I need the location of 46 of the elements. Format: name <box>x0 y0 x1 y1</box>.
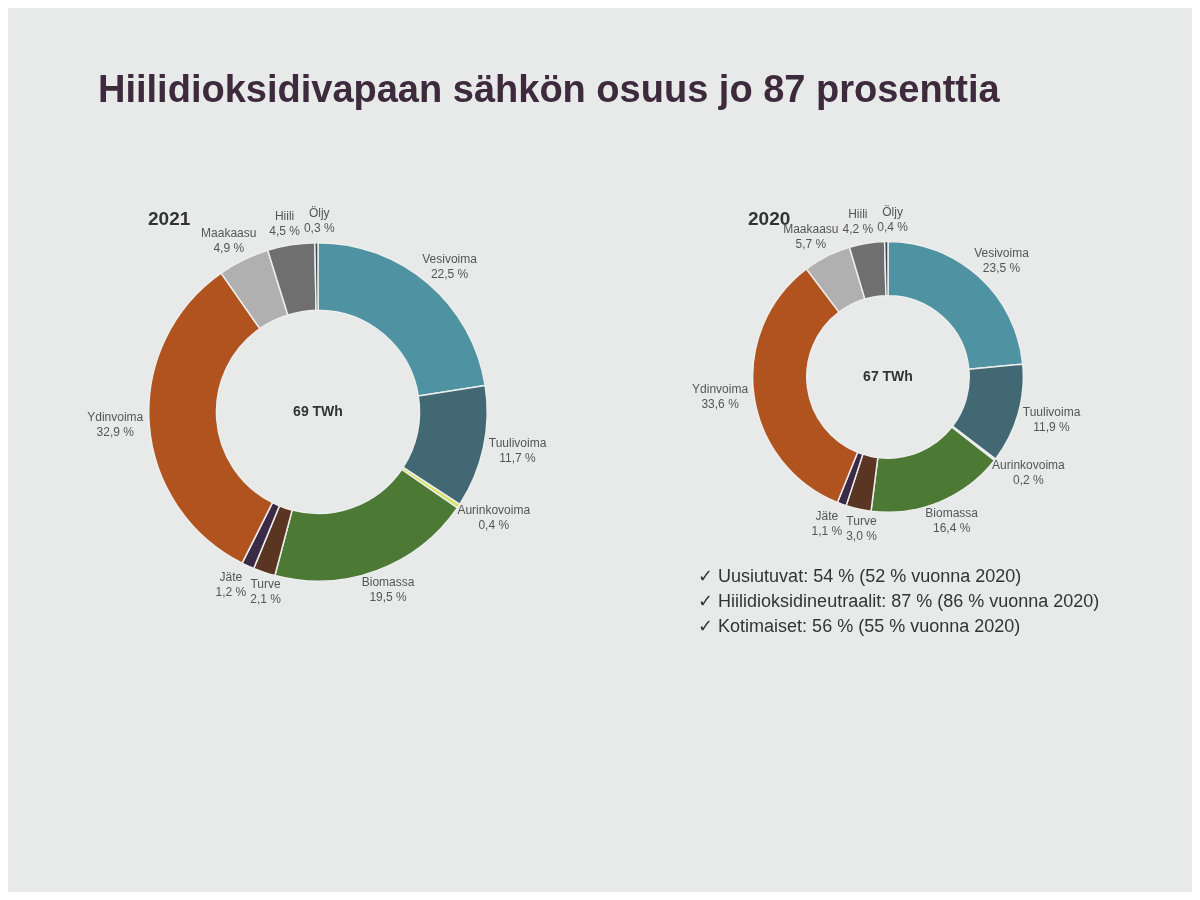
slice-label: Tuulivoima <box>1022 404 1081 419</box>
slice-label: Biomassa <box>361 575 415 590</box>
slice-label: Ydinvoima <box>87 410 144 425</box>
text: ✓ Uusiutuvat: 54 % (52 % vuonna 2020) <box>698 565 1023 588</box>
data-label: 0,4 % <box>478 517 510 532</box>
text: ✓ Kotimaiset: 56 % (55 % vuonna 2020) <box>698 615 1022 638</box>
slice-label: Biomassa <box>925 506 979 521</box>
chart-subtitle: 2021 <box>148 207 191 229</box>
data-label: 2,1 % <box>250 592 282 607</box>
data-label: 16,4 % <box>933 521 971 536</box>
data-label: 3,0 % <box>846 529 878 544</box>
data-label: 11,7 % <box>499 451 537 466</box>
slice-label: Öljy <box>308 206 330 221</box>
data-label: 32,9 % <box>96 425 135 440</box>
text: ✓ Hiilidioksidineutraalit: 87 % (86 % vuonna 2020) <box>698 590 1101 613</box>
slice-label: Aurinkovoima <box>992 457 1066 472</box>
slice-label: Turve <box>250 577 281 592</box>
text: 69 TWh <box>293 402 343 419</box>
slice-label: Vesivoima <box>422 252 478 267</box>
data-label: 33,6 % <box>701 397 740 412</box>
slice-label: Ydinvoima <box>692 382 749 397</box>
slice-label: Jäte <box>815 508 839 523</box>
slice-label: Hiili <box>274 208 295 223</box>
data-label: 1,2 % <box>215 584 247 599</box>
chart-title: Hiilidioksidivapaan sähkön osuus jo 87 prosenttia <box>98 68 1000 111</box>
slice-label: Vesivoima <box>974 246 1030 261</box>
data-label: 11,9 % <box>1033 419 1071 434</box>
data-label: 0,2 % <box>1013 472 1045 487</box>
slice-label: Jäte <box>219 569 243 584</box>
data-label: 0,4 % <box>877 220 909 235</box>
data-label: 19,5 % <box>369 590 408 605</box>
data-label: 4,9 % <box>213 240 245 255</box>
data-label: 0,3 % <box>303 221 335 236</box>
slice-label: Maakaasu <box>201 225 257 240</box>
data-label: 1,1 % <box>811 523 843 538</box>
text: 67 TWh <box>863 367 913 384</box>
data-label: 5,7 % <box>795 237 827 252</box>
slice-label: Turve <box>846 514 877 529</box>
slice-label: Öljy <box>882 205 903 220</box>
slice-label: Tuulivoima <box>488 436 547 451</box>
data-label: 23,5 % <box>982 261 1021 276</box>
data-label: 22,5 % <box>430 267 469 282</box>
data-label: 4,5 % <box>269 223 301 238</box>
slice-label: Aurinkovoima <box>457 502 531 517</box>
slice-label: Hiili <box>848 207 868 222</box>
data-label: 4,2 % <box>842 222 874 237</box>
